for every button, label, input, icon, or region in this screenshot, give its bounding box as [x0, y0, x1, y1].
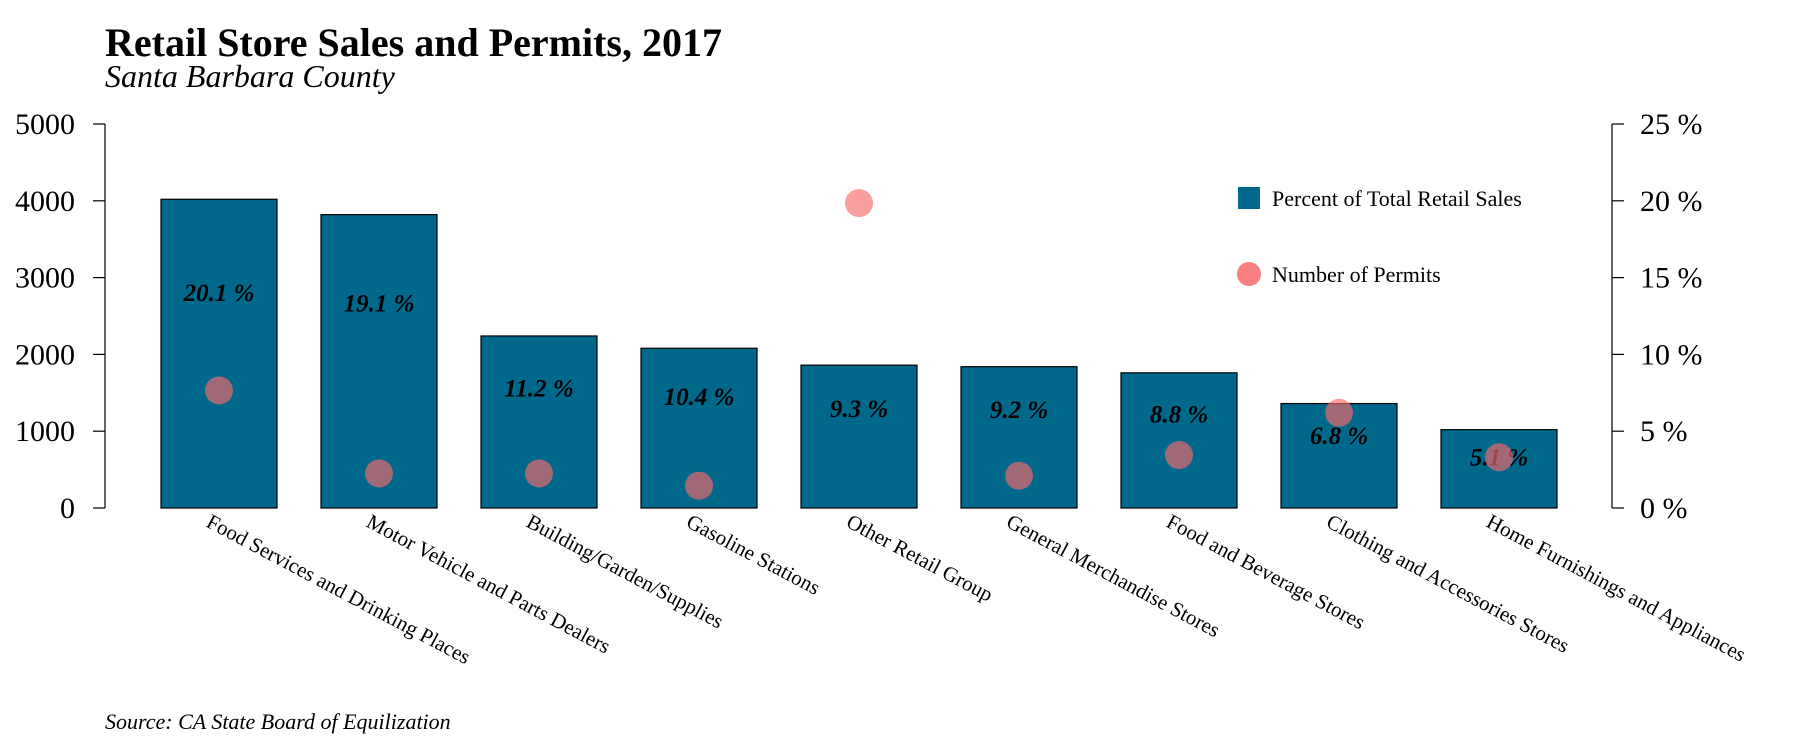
category-label: Home Furnishings and Appliances	[1483, 509, 1750, 666]
bar-value-label: 8.8 %	[1150, 401, 1208, 428]
permit-point	[1165, 441, 1193, 470]
left-axis-tick-label: 0	[60, 492, 75, 525]
legend-label-sales: Percent of Total Retail Sales	[1272, 186, 1522, 211]
permit-point	[365, 459, 393, 488]
right-axis-tick-label: 0 %	[1640, 492, 1688, 525]
chart-subtitle: Santa Barbara County	[105, 58, 396, 94]
left-axis-tick-label: 5000	[15, 108, 75, 141]
bar	[1120, 372, 1238, 509]
permit-point	[205, 376, 233, 405]
chart-title: Retail Store Sales and Permits, 2017	[105, 20, 722, 65]
category-label: Gasoline Stations	[683, 509, 825, 599]
bar-value-label: 20.1 %	[183, 280, 255, 307]
legend-swatch-permits	[1237, 262, 1261, 286]
permit-point	[1325, 398, 1353, 427]
bar-value-label: 11.2 %	[504, 376, 573, 403]
left-axis-tick-label: 3000	[15, 262, 75, 295]
bars	[160, 198, 1558, 509]
bar-value-label: 10.4 %	[664, 384, 735, 411]
source-note: Source: CA State Board of Equilization	[105, 709, 451, 734]
bar-value-label: 19.1 %	[344, 291, 415, 318]
left-axis-tick-label: 2000	[15, 338, 75, 371]
category-label: Other Retail Group	[843, 509, 997, 606]
right-axis-tick-label: 15 %	[1640, 262, 1703, 295]
right-axis-tick-label: 25 %	[1640, 108, 1703, 141]
legend-label-permits: Number of Permits	[1272, 262, 1441, 287]
permit-point	[1485, 443, 1513, 472]
right-axis-tick-label: 10 %	[1640, 338, 1703, 371]
bar	[800, 364, 918, 509]
bar-value-label: 6.8 %	[1310, 423, 1368, 450]
permit-point	[525, 459, 553, 488]
left-axis: 0 1000 2000 3000 4000 5000	[15, 108, 106, 525]
legend-swatch-sales	[1238, 187, 1260, 209]
right-axis: 0 % 5 % 10 % 15 % 20 % 25 %	[1611, 108, 1703, 525]
left-axis-tick-label: 4000	[15, 185, 75, 218]
bar-value-label: 9.3 %	[830, 396, 888, 423]
permit-point	[685, 471, 713, 500]
permit-point	[845, 189, 873, 218]
bar-value-label: 9.2 %	[990, 397, 1048, 424]
right-axis-tick-label: 5 %	[1640, 415, 1688, 448]
permit-points	[205, 189, 1513, 500]
bar	[320, 214, 438, 509]
permit-point	[1005, 461, 1033, 490]
left-axis-tick-label: 1000	[15, 415, 75, 448]
bar	[160, 198, 278, 509]
category-label: Food Services and Drinking Places	[203, 509, 475, 669]
legend: Percent of Total Retail Sales Number of …	[1237, 186, 1522, 287]
right-axis-tick-label: 20 %	[1640, 185, 1703, 218]
